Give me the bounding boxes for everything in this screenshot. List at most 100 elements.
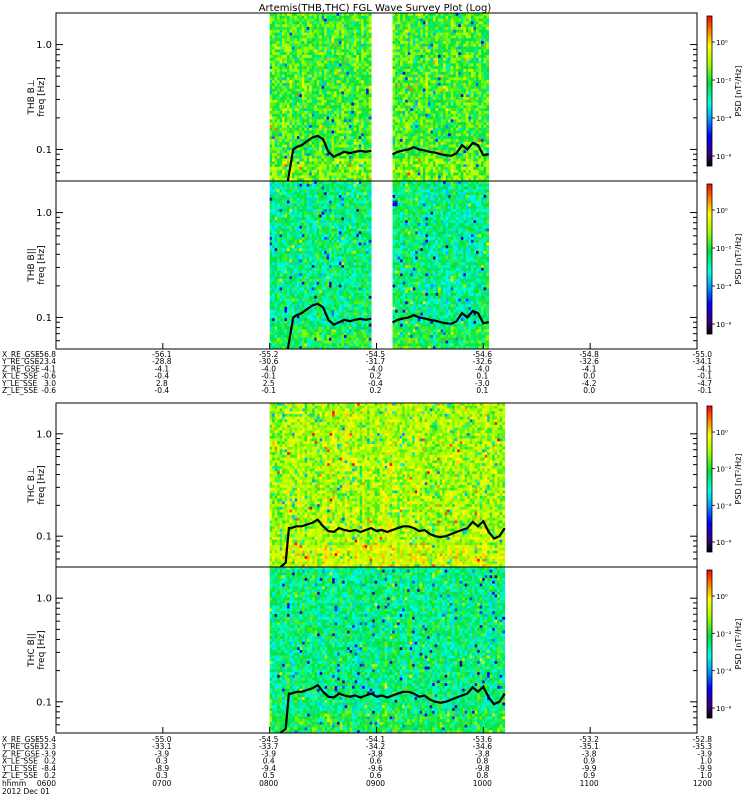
spectrogram-cell (343, 15, 347, 19)
spectrogram-cell (366, 49, 370, 53)
spectrogram-cell (405, 63, 409, 67)
spectrogram-cell (440, 13, 444, 17)
spectrogram-cell (269, 41, 273, 45)
spectrogram-cell (291, 99, 295, 103)
spectrogram-cell (435, 130, 439, 134)
spectrogram-cell (269, 29, 273, 33)
spectrogram-cell (306, 55, 310, 59)
spectrogram-cell (460, 169, 464, 173)
spectrogram-cell (397, 141, 401, 145)
spectrogram-cell (356, 32, 360, 36)
spectrogram-cell (392, 102, 396, 106)
spectrogram-cell (277, 69, 280, 73)
spectrogram-cell (284, 139, 288, 143)
spectrogram-cell (272, 203, 276, 207)
spectrogram-cell (443, 94, 447, 98)
spectrogram-cell (343, 63, 347, 67)
spectrogram-cell (272, 332, 276, 336)
spectrogram-cell (299, 66, 303, 70)
spectrogram-cell (438, 77, 441, 81)
spectrogram-cell (319, 99, 323, 103)
spectrogram-cell (351, 99, 355, 103)
spectrogram-cell (331, 35, 335, 39)
spectrogram-cell (402, 88, 406, 92)
spectrogram-cell (321, 77, 325, 81)
spectrogram-cell (284, 111, 288, 115)
spectrogram-cell (440, 15, 444, 19)
spectrogram-cell (486, 155, 490, 159)
spectrogram-cell (291, 167, 295, 171)
spectrogram-cell (368, 88, 372, 92)
spectrogram-cell (314, 150, 318, 154)
spectrogram-cell (279, 38, 283, 42)
spectrogram-cell (331, 52, 335, 56)
spectrogram-cell (279, 161, 283, 165)
spectrogram-cell (407, 24, 411, 28)
spectrogram-cell (351, 91, 355, 95)
spectrogram-cell (470, 102, 474, 106)
spectrogram-cell (481, 97, 485, 101)
spectrogram-cell (415, 85, 419, 89)
spectrogram-cell (412, 63, 416, 67)
spectrogram-cell (314, 55, 318, 59)
spectrogram-cell (291, 136, 295, 140)
spectrogram-cell (309, 66, 313, 70)
spectrogram-cell (296, 88, 300, 92)
spectrogram-cell (277, 60, 280, 64)
spectrogram-cell (363, 32, 367, 36)
spectrogram-cell (291, 130, 295, 134)
spectrogram-cell (311, 15, 315, 19)
spectrogram-cell (395, 119, 398, 123)
spectrogram-cell (358, 102, 362, 106)
spectrogram-cell (483, 57, 487, 61)
spectrogram-cell (455, 55, 459, 59)
spectrogram-cell (433, 55, 436, 59)
spectrogram-cell (284, 158, 288, 162)
spectrogram-cell (450, 63, 454, 67)
spectrogram-cell (331, 13, 335, 17)
spectrogram-cell (445, 13, 449, 17)
spectrogram-cell (301, 71, 305, 75)
spectrogram-cell (410, 161, 414, 165)
spectrogram-cell (400, 125, 404, 129)
spectrogram-cell (353, 49, 357, 53)
spectrogram-cell (331, 15, 335, 19)
spectrogram-cell (453, 80, 457, 84)
spectrogram-cell (443, 130, 447, 134)
spectrogram-cell (294, 178, 298, 182)
spectrogram-cell (412, 85, 416, 89)
spectrogram-cell (314, 66, 318, 70)
spectrogram-cell (319, 77, 323, 81)
spectrogram-cell (284, 57, 288, 61)
spectrogram-cell (486, 91, 490, 95)
spectrogram-cell (279, 127, 283, 131)
spectrogram-cell (460, 99, 464, 103)
spectrogram-cell (343, 83, 347, 87)
spectrogram-cell (415, 97, 419, 101)
spectrogram-cell (306, 77, 310, 81)
spectrogram-cell (407, 13, 411, 17)
spectrogram-cell (397, 71, 401, 75)
spectrogram-cell (430, 147, 434, 151)
spectrogram-cell (460, 74, 464, 78)
spectrogram-cell (296, 41, 300, 45)
spectrogram-cell (483, 113, 487, 117)
spectrogram-cell (311, 178, 315, 182)
spectrogram-cell (412, 74, 416, 78)
spectrogram-cell (465, 13, 469, 17)
spectrogram-cell (274, 298, 278, 302)
spectrogram-cell (356, 172, 360, 176)
spectrogram-cell (425, 161, 429, 165)
spectrogram-cell (430, 18, 434, 22)
spectrogram-cell (455, 111, 459, 115)
spectrogram-cell (301, 105, 305, 109)
spectrogram-cell (395, 85, 398, 89)
spectrogram-cell (458, 136, 462, 140)
spectrogram-cell (443, 155, 447, 159)
spectrogram-cell (397, 38, 401, 42)
spectrogram-cell (368, 99, 372, 103)
spectrogram-cell (351, 105, 355, 109)
spectrogram-cell (358, 24, 362, 28)
spectrogram-cell (366, 147, 370, 151)
spectrogram-cell (415, 105, 419, 109)
